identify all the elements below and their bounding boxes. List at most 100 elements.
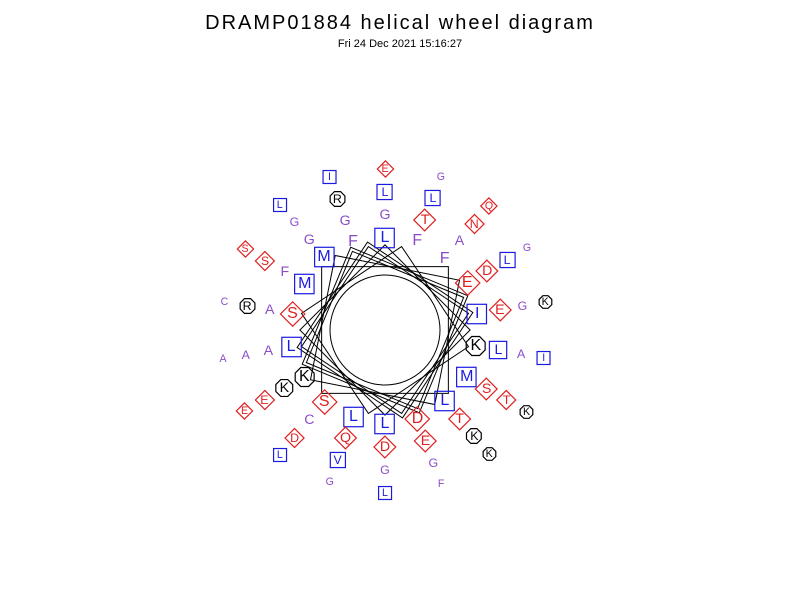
residue-5-F: F [440,250,450,268]
residue-30-T: T [421,212,430,228]
residue-36-A: A [264,343,273,359]
residue-15-M: M [317,248,330,266]
residue-64-L: L [382,487,388,499]
residue-25-K: K [280,380,289,396]
residue-letter: G [518,299,528,313]
residue-letter: L [382,185,389,199]
residue-letter: S [261,254,269,268]
residue-59-Q: Q [485,200,493,212]
residue-letter: T [455,411,464,427]
residue-37-L: L [382,185,389,199]
residue-letter: F [438,478,444,490]
residue-letter: A [517,347,525,361]
residue-letter: F [281,264,290,280]
residue-letter: A [264,343,273,359]
residue-letter: G [326,476,334,488]
residue-53-G: G [428,456,438,470]
residue-letter: I [328,171,331,183]
residue-letter: L [382,487,388,499]
residue-3-L: L [349,408,358,426]
residue-letter: L [277,199,283,211]
residue-letter: M [460,368,473,385]
residue-69-L: L [277,199,283,211]
residue-letter: A [265,302,274,318]
residue-letter: S [482,381,491,397]
residue-letter: D [380,439,390,455]
residue-65-C: C [221,296,229,308]
residue-50-D: D [290,431,299,445]
residue-13-M: M [460,368,473,386]
residue-57-G: G [326,476,334,488]
residue-18-L: L [287,338,296,356]
residue-6-L: L [440,392,449,410]
residue-letter: R [333,192,342,206]
residue-2-K: K [470,337,481,355]
residue-71-F: F [438,478,444,490]
residue-17-D: D [412,410,424,428]
residue-letter: L [429,191,436,205]
residue-61-E: E [241,405,248,417]
helical-wheel-diagram: DRAMP01884 helical wheel diagram Fri 24 … [0,0,800,600]
residue-32-C: C [304,412,314,428]
residue-28-D: D [380,439,390,455]
residue-46-G: G [380,463,390,477]
residue-29-A: A [265,302,274,318]
residue-letter: L [287,338,296,355]
residue-letter: T [503,393,511,407]
residue-letter: F [412,232,422,249]
residue-letter: G [523,242,531,254]
residue-letter: I [475,305,479,322]
residue-letter: R [243,299,252,313]
residue-4-M: M [298,275,311,293]
residue-letter: K [470,337,481,354]
residue-39-V: V [334,453,342,467]
residue-letter: K [542,296,549,308]
residue-7-K: K [299,368,310,386]
residue-9-I: I [475,305,479,323]
residue-27-E: E [495,302,504,318]
residue-letter: G [304,232,315,248]
residue-48-L: L [429,191,436,205]
residue-21-Q: Q [340,430,351,446]
residue-letter: C [221,296,229,308]
residue-42-K: K [470,429,478,443]
residue-letter: G [379,207,390,223]
residue-letter: M [317,248,330,265]
residue-40-S: S [261,254,269,268]
residue-letter: L [381,415,390,432]
residue-letter: F [348,233,358,250]
residue-58-S: S [242,243,249,255]
residue-letter: Q [485,200,493,212]
residue-60-K: K [486,448,493,460]
residue-31-S: S [482,381,491,397]
residue-45-G: G [518,299,528,313]
residue-letter: E [462,274,473,291]
residue-1-L: L [381,229,390,247]
residue-letter: M [298,275,311,292]
residue-letter: V [334,453,342,467]
residue-letter: L [494,342,502,358]
residue-letter: I [542,352,545,364]
residue-55-E: E [381,163,388,175]
residue-letter: L [381,229,390,246]
residue-72-A: A [220,353,227,365]
residue-47-R: R [243,299,252,313]
residue-67-K: K [523,406,530,418]
residue-letter: D [482,263,492,279]
residue-letter: K [299,368,310,385]
residue-20-L: L [494,342,502,358]
residue-19-G: G [379,207,390,223]
residue-34-D: D [482,263,492,279]
residue-8-F: F [348,233,358,251]
residue-letter: S [287,305,298,322]
residue-letter: G [290,215,300,229]
residue-35-E: E [421,433,430,449]
residue-54-A: A [242,348,250,362]
residue-letter: K [523,406,530,418]
residue-43-E: E [260,393,268,407]
residue-letter: S [242,243,249,255]
residue-23-A: A [455,233,464,249]
residue-51-G: G [290,215,300,229]
residue-letter: L [349,408,358,425]
residue-26-G: G [340,213,351,229]
